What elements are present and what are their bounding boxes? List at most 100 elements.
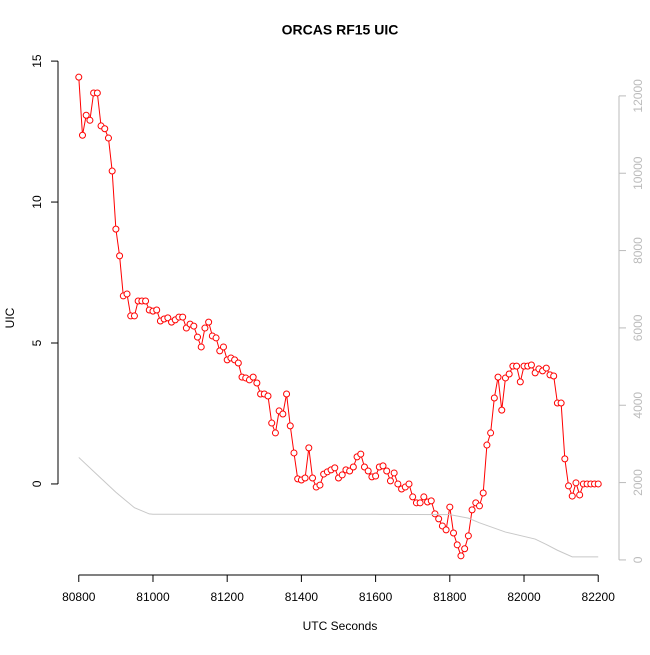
data-point bbox=[461, 545, 469, 553]
data-point bbox=[142, 297, 150, 305]
data-point bbox=[516, 378, 524, 386]
data-point bbox=[153, 306, 161, 314]
data-point bbox=[212, 334, 220, 342]
data-point bbox=[179, 313, 187, 321]
data-point bbox=[561, 455, 569, 463]
data-point bbox=[123, 290, 131, 298]
data-point bbox=[116, 252, 124, 260]
series-line bbox=[78, 77, 599, 558]
data-point bbox=[357, 450, 365, 458]
data-point bbox=[542, 364, 550, 372]
data-point bbox=[331, 464, 339, 472]
data-point bbox=[286, 422, 294, 430]
data-point bbox=[453, 541, 461, 549]
data-point bbox=[249, 373, 257, 381]
data-point bbox=[197, 343, 205, 351]
x-tick-label: 80800 bbox=[62, 590, 96, 604]
x-tick-label: 81800 bbox=[433, 590, 467, 604]
data-point bbox=[219, 343, 227, 351]
x-tick-label: 82200 bbox=[582, 590, 616, 604]
data-point bbox=[427, 497, 435, 505]
data-point bbox=[409, 493, 417, 501]
data-point bbox=[550, 372, 558, 380]
x-tick-label: 82000 bbox=[507, 590, 541, 604]
data-point bbox=[164, 314, 172, 322]
data-point bbox=[405, 480, 413, 488]
y2-tick-label: 6000 bbox=[631, 314, 645, 341]
y-tick-label: 5 bbox=[30, 339, 44, 346]
y2-tick-label: 10000 bbox=[631, 156, 645, 190]
data-point bbox=[290, 449, 298, 457]
data-point bbox=[594, 480, 602, 488]
data-point bbox=[271, 429, 279, 437]
data-point bbox=[568, 492, 576, 500]
data-point bbox=[483, 441, 491, 449]
data-point bbox=[190, 322, 198, 330]
data-point bbox=[101, 125, 109, 133]
data-point bbox=[576, 491, 584, 499]
x-tick-label: 81200 bbox=[211, 590, 245, 604]
data-point bbox=[527, 361, 535, 369]
data-point bbox=[372, 472, 380, 480]
data-point bbox=[253, 379, 261, 387]
data-point bbox=[498, 406, 506, 414]
data-point bbox=[75, 73, 83, 81]
data-point bbox=[316, 481, 324, 489]
data-point bbox=[264, 392, 272, 400]
data-point bbox=[479, 489, 487, 497]
y2-tick-label: 12000 bbox=[631, 79, 645, 113]
data-point bbox=[487, 429, 495, 437]
data-point bbox=[379, 462, 387, 470]
x-tick-label: 81000 bbox=[136, 590, 170, 604]
data-point bbox=[490, 394, 498, 402]
data-point bbox=[565, 482, 573, 490]
data-point bbox=[364, 467, 372, 475]
y2-tick-label: 4000 bbox=[631, 392, 645, 419]
data-point bbox=[108, 167, 116, 175]
data-point bbox=[446, 503, 454, 511]
data-point bbox=[450, 529, 458, 537]
data-point bbox=[234, 359, 242, 367]
y2-tick-label: 2000 bbox=[631, 469, 645, 496]
data-point bbox=[383, 467, 391, 475]
data-point bbox=[464, 532, 472, 540]
data-point bbox=[283, 390, 291, 398]
data-point bbox=[268, 419, 276, 427]
y-axis-title: UIC bbox=[3, 307, 17, 328]
data-point bbox=[82, 111, 90, 119]
y2-tick-label: 0 bbox=[631, 556, 645, 563]
data-point bbox=[416, 499, 424, 507]
data-point bbox=[505, 370, 513, 378]
data-point bbox=[201, 324, 209, 332]
data-point bbox=[93, 89, 101, 97]
x-tick-label: 81400 bbox=[285, 590, 319, 604]
data-point bbox=[279, 410, 287, 418]
y-tick-label: 0 bbox=[30, 480, 44, 487]
chart-title: ORCAS RF15 UIC bbox=[282, 22, 399, 38]
data-point bbox=[305, 444, 313, 452]
data-point bbox=[468, 506, 476, 514]
series-line bbox=[78, 457, 599, 558]
data-point bbox=[78, 131, 86, 139]
data-point bbox=[513, 362, 521, 370]
data-point bbox=[572, 479, 580, 487]
data-point bbox=[86, 116, 94, 124]
y-tick-label: 10 bbox=[30, 195, 44, 209]
data-point bbox=[431, 510, 439, 518]
data-point bbox=[205, 318, 213, 326]
y-tick-label: 15 bbox=[30, 54, 44, 68]
data-point bbox=[386, 477, 394, 485]
data-point bbox=[457, 552, 465, 560]
data-point bbox=[349, 463, 357, 471]
data-point bbox=[494, 373, 502, 381]
x-axis-title: UTC Seconds bbox=[303, 619, 378, 633]
data-point bbox=[112, 225, 120, 233]
data-point bbox=[475, 502, 483, 510]
data-point bbox=[130, 312, 138, 320]
data-point bbox=[420, 493, 428, 501]
data-point bbox=[394, 480, 402, 488]
data-point bbox=[435, 515, 443, 523]
data-point bbox=[442, 526, 450, 534]
y2-tick-label: 8000 bbox=[631, 237, 645, 264]
